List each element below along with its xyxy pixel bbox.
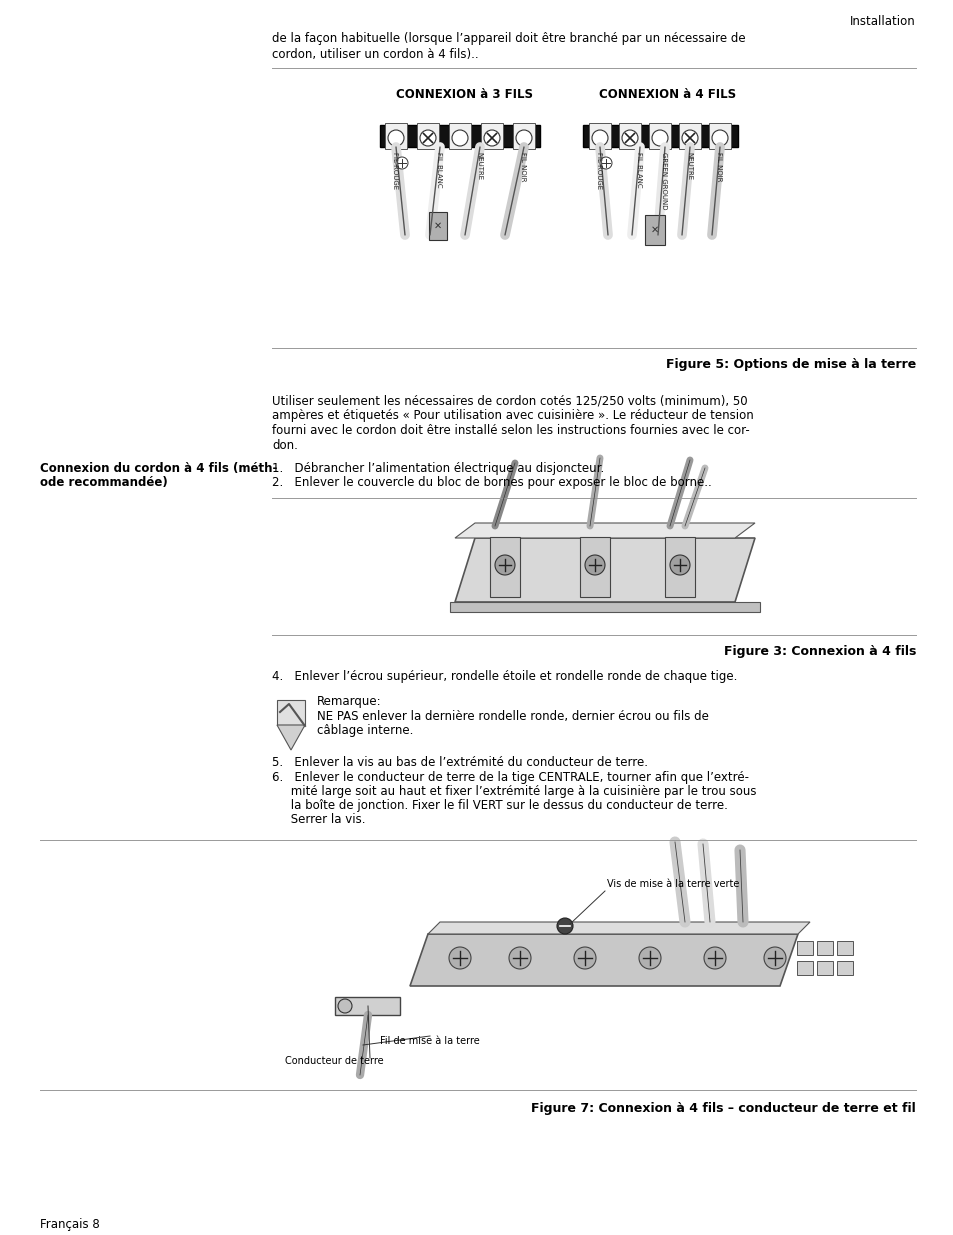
Polygon shape: [410, 934, 797, 986]
Text: FIL NOIR: FIL NOIR: [519, 152, 525, 182]
Text: FIL BLANC: FIL BLANC: [636, 152, 641, 188]
Bar: [513, 124, 535, 149]
Polygon shape: [428, 923, 809, 934]
Text: GREEN GROUND: GREEN GROUND: [660, 152, 666, 210]
Text: Figure 7: Connexion à 4 fils – conducteur de terre et fil: Figure 7: Connexion à 4 fils – conducteu…: [531, 1102, 915, 1115]
Circle shape: [681, 130, 698, 146]
Polygon shape: [276, 700, 305, 725]
Text: Remarque:: Remarque:: [316, 695, 381, 708]
Text: Fil de mise à la terre: Fil de mise à la terre: [379, 1036, 479, 1046]
Bar: [379, 125, 539, 147]
Text: 4.   Enlever l’écrou supérieur, rondelle étoile et rondelle ronde de chaque tige: 4. Enlever l’écrou supérieur, rondelle é…: [272, 671, 737, 683]
Circle shape: [639, 947, 660, 969]
Text: la boîte de jonction. Fixer le fil VERT sur le dessus du conducteur de terre.: la boîte de jonction. Fixer le fil VERT …: [272, 799, 727, 811]
Circle shape: [621, 130, 638, 146]
Bar: [796, 941, 812, 955]
Circle shape: [483, 130, 499, 146]
Text: NEUTRE: NEUTRE: [685, 152, 691, 180]
Text: FIL ROUGE: FIL ROUGE: [596, 152, 601, 189]
Bar: [490, 537, 519, 597]
Bar: [588, 124, 610, 149]
Text: cordon, utiliser un cordon à 4 fils)..: cordon, utiliser un cordon à 4 fils)..: [272, 48, 478, 61]
Text: Français 8: Français 8: [40, 1218, 100, 1231]
Circle shape: [516, 130, 532, 146]
Text: Vis de mise à la terre verte: Vis de mise à la terre verte: [606, 879, 739, 889]
Text: CONNEXION à 4 FILS: CONNEXION à 4 FILS: [598, 88, 736, 101]
Bar: [582, 125, 738, 147]
Bar: [416, 124, 438, 149]
Text: de la façon habituelle (lorsque l’appareil doit être branché par un nécessaire d: de la façon habituelle (lorsque l’appare…: [272, 32, 745, 44]
Bar: [644, 215, 664, 245]
Bar: [836, 941, 852, 955]
Bar: [648, 124, 670, 149]
Bar: [335, 997, 399, 1015]
Text: ampères et étiquetés « Pour utilisation avec cuisinière ». Le réducteur de tensi: ampères et étiquetés « Pour utilisation …: [272, 409, 753, 422]
Text: Conducteur de terre: Conducteur de terre: [285, 1056, 383, 1066]
Text: CONNEXION à 3 FILS: CONNEXION à 3 FILS: [396, 88, 533, 101]
Text: don.: don.: [272, 438, 297, 452]
Text: FIL BLANC: FIL BLANC: [436, 152, 441, 188]
Text: câblage interne.: câblage interne.: [316, 724, 413, 737]
Circle shape: [592, 130, 607, 146]
Circle shape: [599, 157, 612, 169]
Polygon shape: [455, 538, 754, 601]
Bar: [429, 212, 447, 240]
Text: NEUTRE: NEUTRE: [476, 152, 481, 180]
Text: fourni avec le cordon doit être installé selon les instructions fournies avec le: fourni avec le cordon doit être installé…: [272, 424, 749, 437]
Text: ✕: ✕: [434, 221, 441, 231]
Circle shape: [509, 947, 531, 969]
Bar: [449, 124, 471, 149]
Bar: [816, 941, 832, 955]
Text: ✕: ✕: [650, 225, 659, 235]
Circle shape: [419, 130, 436, 146]
Bar: [816, 961, 832, 974]
Circle shape: [388, 130, 403, 146]
Circle shape: [711, 130, 727, 146]
Text: Utiliser seulement les nécessaires de cordon cotés 125/250 volts (minimum), 50: Utiliser seulement les nécessaires de co…: [272, 394, 747, 408]
Text: Serrer la vis.: Serrer la vis.: [272, 813, 365, 826]
Bar: [450, 601, 760, 613]
Text: ode recommandée): ode recommandée): [40, 475, 168, 489]
Circle shape: [452, 130, 468, 146]
Circle shape: [669, 555, 689, 576]
Circle shape: [703, 947, 725, 969]
Bar: [664, 537, 695, 597]
Text: Installation: Installation: [849, 15, 915, 28]
Text: mité large soit au haut et fixer l’extrémité large à la cuisinière par le trou s: mité large soit au haut et fixer l’extré…: [272, 785, 756, 798]
Bar: [708, 124, 730, 149]
Text: Connexion du cordon à 4 fils (méth-: Connexion du cordon à 4 fils (méth-: [40, 462, 277, 475]
Bar: [679, 124, 700, 149]
Bar: [385, 124, 407, 149]
Circle shape: [449, 947, 471, 969]
Text: Figure 3: Connexion à 4 fils: Figure 3: Connexion à 4 fils: [723, 645, 915, 658]
Circle shape: [574, 947, 596, 969]
Circle shape: [763, 947, 785, 969]
Bar: [618, 124, 640, 149]
Text: 5.   Enlever la vis au bas de l’extrémité du conducteur de terre.: 5. Enlever la vis au bas de l’extrémité …: [272, 756, 647, 769]
Text: FIL ROUGE: FIL ROUGE: [392, 152, 397, 189]
Text: 6.   Enlever le conducteur de terre de la tige CENTRALE, tourner afin que l’extr: 6. Enlever le conducteur de terre de la …: [272, 771, 748, 784]
Circle shape: [651, 130, 667, 146]
Bar: [579, 537, 609, 597]
Circle shape: [557, 918, 573, 934]
Circle shape: [337, 999, 352, 1013]
Bar: [796, 961, 812, 974]
Bar: [836, 961, 852, 974]
Circle shape: [395, 157, 408, 169]
Text: Figure 5: Options de mise à la terre: Figure 5: Options de mise à la terre: [665, 358, 915, 370]
Text: FIL NOIR: FIL NOIR: [716, 152, 721, 182]
Polygon shape: [455, 522, 754, 538]
Text: 2.   Enlever le couvercle du bloc de bornes pour exposer le bloc de borne..: 2. Enlever le couvercle du bloc de borne…: [272, 475, 711, 489]
Polygon shape: [276, 725, 305, 750]
Circle shape: [495, 555, 515, 576]
Circle shape: [584, 555, 604, 576]
Bar: [480, 124, 502, 149]
Text: 1.   Débrancher l’alimentation électrique au disjoncteur.: 1. Débrancher l’alimentation électrique …: [272, 462, 603, 475]
Text: NE PAS enlever la dernière rondelle ronde, dernier écrou ou fils de: NE PAS enlever la dernière rondelle rond…: [316, 710, 708, 722]
